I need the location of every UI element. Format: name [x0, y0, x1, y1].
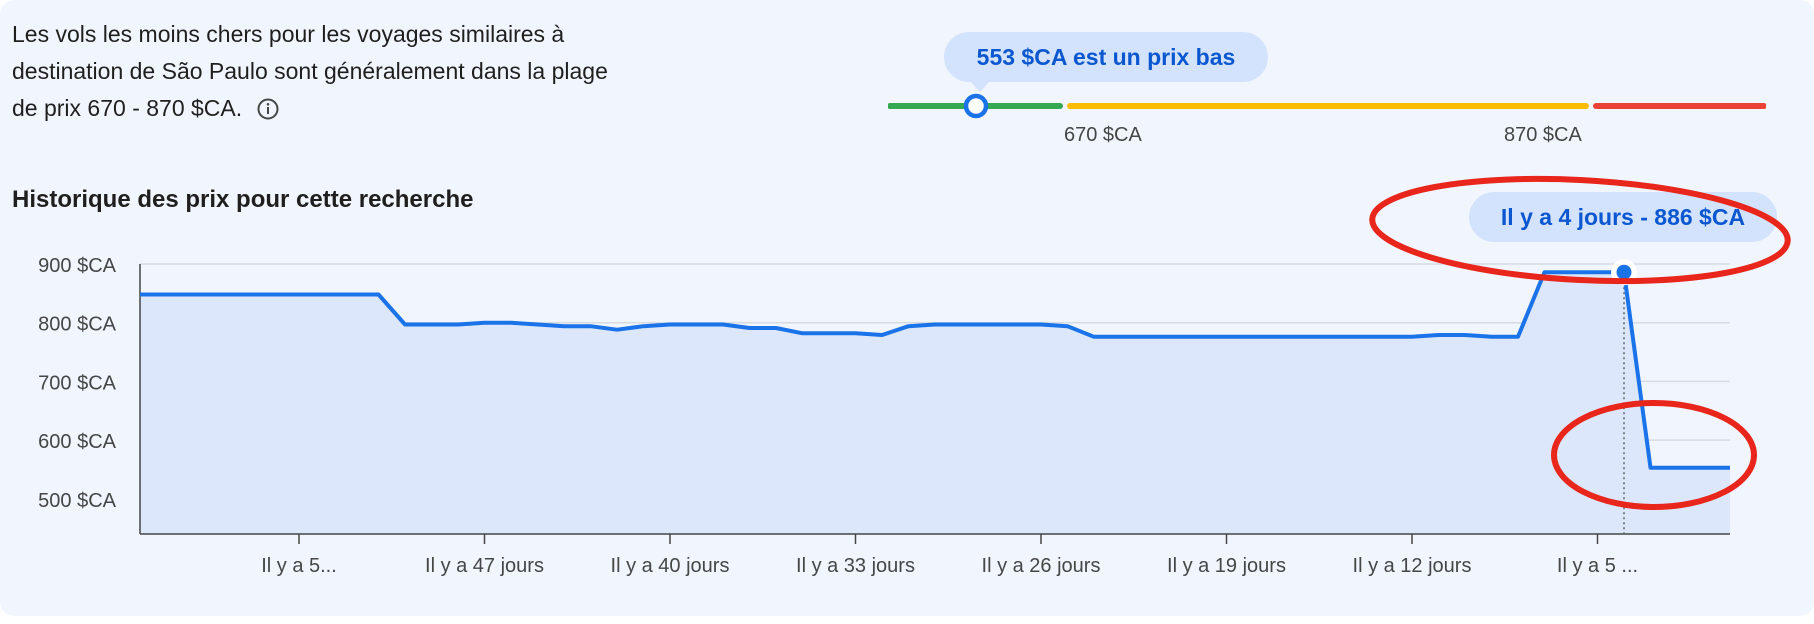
price-history-title: Historique des prix pour cette recherche: [12, 186, 474, 213]
x-tick-label: Il y a 40 jours: [611, 555, 730, 577]
price-summary: Les vols les moins chers pour les voyage…: [12, 16, 712, 127]
y-tick-label: 700 $CA: [38, 372, 116, 394]
range-high-label: 870 $CA: [1504, 124, 1582, 146]
summary-line-2: destination de São Paulo sont généraleme…: [12, 58, 608, 84]
x-tick-label: Il y a 12 jours: [1353, 555, 1472, 577]
summary-line-1: Les vols les moins chers pour les voyage…: [12, 21, 565, 47]
summary-line-3-text: de prix 670 - 870 $CA.: [12, 95, 243, 121]
info-icon[interactable]: [257, 94, 279, 120]
hover-price-tooltip: Il y a 4 jours - 886 $CA: [1469, 192, 1777, 242]
price-range-bar: [888, 93, 1766, 119]
y-tick-label: 600 $CA: [38, 431, 116, 453]
x-tick-label: Il y a 5 ...: [1557, 555, 1638, 577]
range-low-label: 670 $CA: [1064, 124, 1142, 146]
price-area-fill: [140, 272, 1730, 534]
x-tick-label: Il y a 33 jours: [796, 555, 915, 577]
price-line: [140, 270, 1730, 470]
y-tick-label: 900 $CA: [38, 255, 116, 277]
price-level-tooltip: 553 $CA est un prix bas: [944, 32, 1268, 92]
hover-point: [1616, 264, 1632, 280]
x-tick-label: Il y a 26 jours: [982, 555, 1101, 577]
x-tick-label: Il y a 19 jours: [1167, 555, 1286, 577]
x-tick-label: Il y a 47 jours: [425, 555, 544, 577]
current-price-marker: [963, 93, 989, 119]
summary-line-3: de prix 670 - 870 $CA.: [12, 90, 712, 127]
x-tick-label: Il y a 5...: [261, 555, 337, 577]
y-tick-label: 800 $CA: [38, 314, 116, 336]
y-tick-label: 500 $CA: [38, 490, 116, 512]
